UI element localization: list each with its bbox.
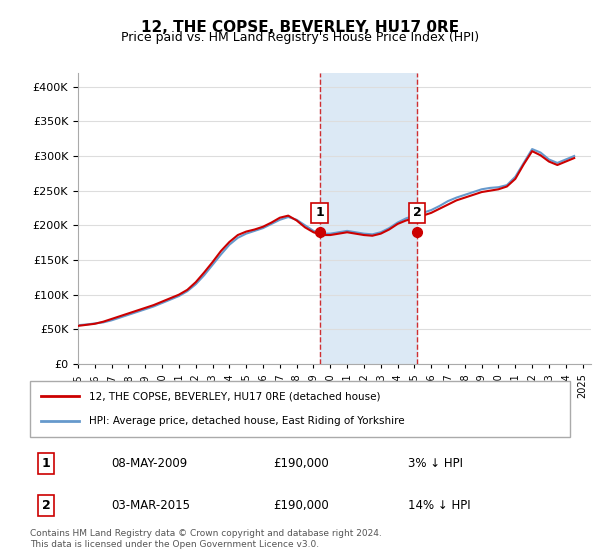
Text: 3% ↓ HPI: 3% ↓ HPI: [408, 457, 463, 470]
Text: Contains HM Land Registry data © Crown copyright and database right 2024.
This d: Contains HM Land Registry data © Crown c…: [30, 529, 382, 549]
Text: 14% ↓ HPI: 14% ↓ HPI: [408, 499, 470, 512]
Text: 2: 2: [42, 499, 50, 512]
Text: 12, THE COPSE, BEVERLEY, HU17 0RE (detached house): 12, THE COPSE, BEVERLEY, HU17 0RE (detac…: [89, 391, 381, 402]
Text: 1: 1: [315, 206, 324, 220]
Text: Price paid vs. HM Land Registry's House Price Index (HPI): Price paid vs. HM Land Registry's House …: [121, 31, 479, 44]
Bar: [320, 73, 417, 364]
Text: £190,000: £190,000: [273, 499, 329, 512]
Text: 03-MAR-2015: 03-MAR-2015: [111, 499, 190, 512]
Text: HPI: Average price, detached house, East Riding of Yorkshire: HPI: Average price, detached house, East…: [89, 416, 405, 426]
Text: £190,000: £190,000: [273, 457, 329, 470]
Text: 1: 1: [42, 457, 50, 470]
FancyBboxPatch shape: [30, 381, 570, 437]
Text: 2: 2: [413, 206, 422, 220]
Text: 08-MAY-2009: 08-MAY-2009: [111, 457, 187, 470]
Text: 12, THE COPSE, BEVERLEY, HU17 0RE: 12, THE COPSE, BEVERLEY, HU17 0RE: [141, 20, 459, 35]
